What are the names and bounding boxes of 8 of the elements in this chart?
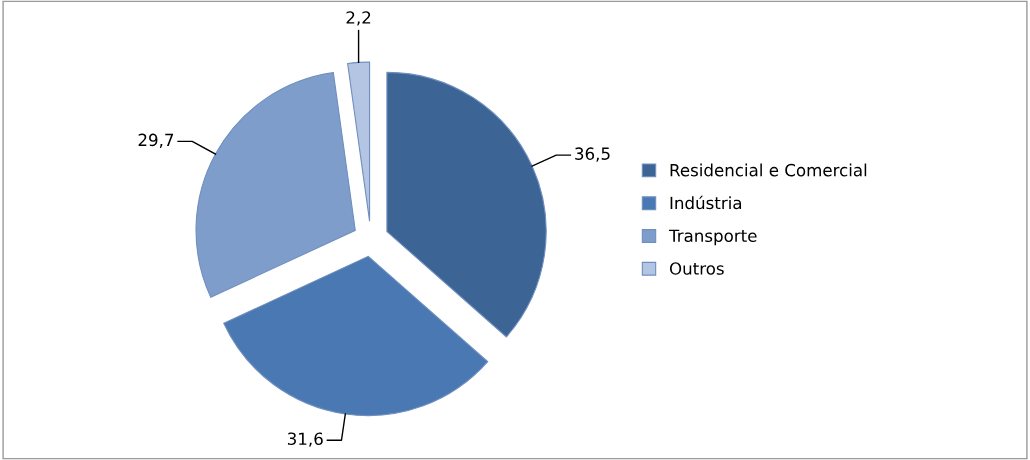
data-label: 29,7: [138, 133, 174, 148]
data-label: 31,6: [287, 432, 323, 447]
legend-label: Outros: [669, 262, 724, 275]
data-label: 2,2: [346, 11, 371, 26]
legend-label: Indústria: [670, 195, 742, 210]
legend-label: Transporte: [668, 229, 757, 246]
data-label: 36,5: [575, 147, 610, 162]
legend-label: Residencial e Comercial: [670, 163, 867, 177]
